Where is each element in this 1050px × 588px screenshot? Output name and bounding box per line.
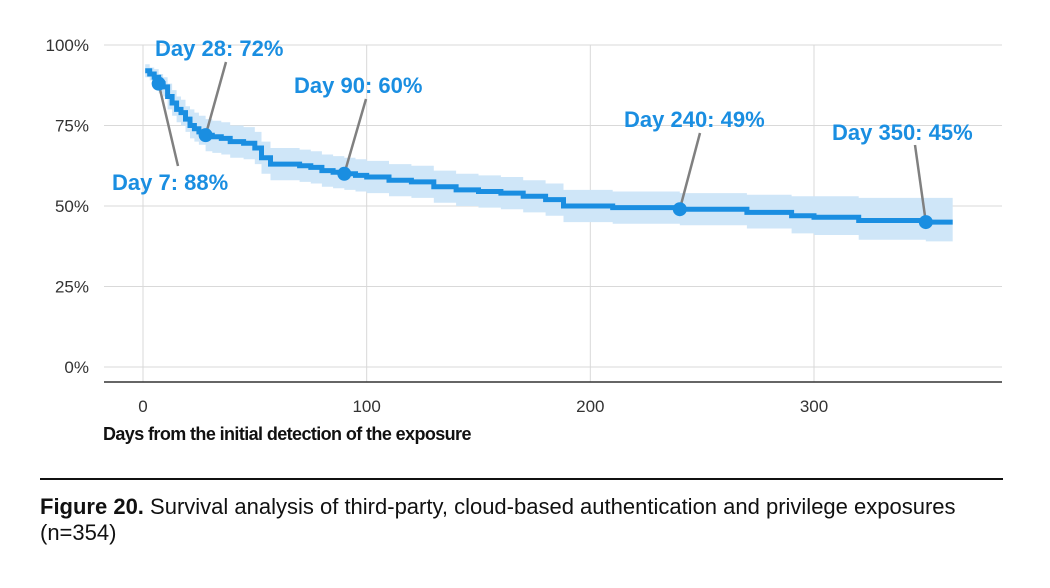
annotation-label: Day 7: 88% — [112, 170, 228, 195]
annotation-label: Day 90: 60% — [294, 73, 422, 98]
tick-labels: 0% 25% 50% 75% 100% 0 100 200 300 — [46, 36, 829, 416]
annotation-pointer — [913, 144, 928, 223]
y-tick-label: 25% — [55, 278, 89, 297]
figure-caption-text: Survival analysis of third-party, cloud-… — [40, 494, 956, 545]
annotation-marker — [918, 215, 933, 230]
y-tick-label: 100% — [46, 36, 89, 55]
annotation-marker — [337, 166, 352, 181]
annotation-pointer — [678, 132, 702, 210]
x-axis-label: Days from the initial detection of the e… — [103, 424, 471, 444]
annotations: Day 7: 88% Day 28: 72% Day 90: 60% Day 240:… — [112, 36, 973, 230]
annotation-marker — [151, 76, 166, 91]
annotation-pointer — [204, 61, 228, 136]
x-tick-label: 0 — [138, 397, 147, 416]
annotation-label: Day 240: 49% — [624, 107, 765, 132]
confidence-band — [145, 64, 953, 242]
x-tick-label: 300 — [800, 397, 828, 416]
survival-chart: 0%25%50%75%100%0 100 200 300 Day 7: 88%Day … — [46, 36, 1002, 444]
annotation-marker — [672, 202, 687, 217]
figure-label: Figure 20. — [40, 494, 144, 519]
figure-caption: Figure 20. Survival analysis of third-pa… — [40, 494, 1000, 546]
survival-line — [145, 68, 953, 225]
y-tick-label: 75% — [55, 117, 89, 136]
caption-divider — [40, 478, 1003, 480]
annotation-marker — [198, 128, 213, 143]
annotation-label: Day 28: 72% — [155, 36, 283, 61]
annotation-pointer — [343, 98, 368, 175]
annotation-label: Day 350: 45% — [832, 120, 973, 145]
x-tick-label: 200 — [576, 397, 604, 416]
annotation-pointer — [157, 83, 180, 167]
x-tick-label: 100 — [352, 397, 380, 416]
y-tick-label: 50% — [55, 197, 89, 216]
y-tick-label: 0% — [64, 358, 89, 377]
